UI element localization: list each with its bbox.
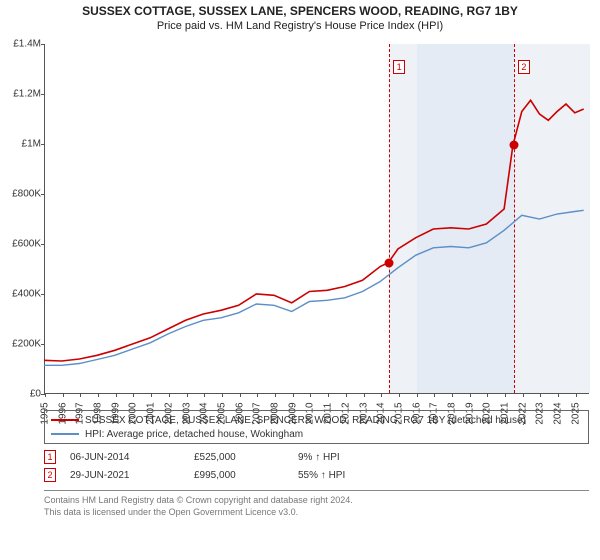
y-axis-tick-label: £400K [1, 289, 41, 300]
event-row: 1 06-JUN-2014 £525,000 9% ↑ HPI [44, 448, 589, 466]
series-hpi [44, 210, 584, 365]
event-delta: 9% ↑ HPI [298, 452, 340, 463]
y-axis-tick-label: £0 [1, 389, 41, 400]
event-price: £995,000 [194, 470, 284, 481]
chart-title: SUSSEX COTTAGE, SUSSEX LANE, SPENCERS WO… [0, 0, 600, 34]
event-date: 06-JUN-2014 [70, 452, 180, 463]
y-axis-tick-label: £600K [1, 239, 41, 250]
y-axis-tick-label: £1.2M [1, 89, 41, 100]
legend: SUSSEX COTTAGE, SUSSEX LANE, SPENCERS WO… [44, 410, 589, 444]
y-axis-tick-label: £1.4M [1, 39, 41, 50]
legend-item: SUSSEX COTTAGE, SUSSEX LANE, SPENCERS WO… [51, 413, 582, 427]
legend-label: HPI: Average price, detached house, Woki… [85, 429, 303, 440]
event-price: £525,000 [194, 452, 284, 463]
legend-label: SUSSEX COTTAGE, SUSSEX LANE, SPENCERS WO… [85, 415, 526, 426]
legend-swatch [51, 419, 79, 421]
event-index-box: 2 [44, 468, 56, 482]
y-axis-tick-label: £800K [1, 189, 41, 200]
event-table: 1 06-JUN-2014 £525,000 9% ↑ HPI 2 29-JUN-2021… [44, 448, 589, 484]
title-line-2: Price paid vs. HM Land Registry's House … [0, 20, 600, 32]
y-axis-tick-label: £1M [1, 139, 41, 150]
legend-item: HPI: Average price, detached house, Woki… [51, 427, 582, 441]
event-delta: 55% ↑ HPI [298, 470, 345, 481]
event-row: 2 29-JUN-2021 £995,000 55% ↑ HPI [44, 466, 589, 484]
footer-line-1: Contains HM Land Registry data © Crown c… [44, 495, 589, 507]
footer-attribution: Contains HM Land Registry data © Crown c… [44, 490, 589, 518]
event-index-box: 1 [44, 450, 56, 464]
line-chart: 12£0£200K£400K£600K£800K£1M£1.2M£1.4M199… [44, 44, 589, 394]
title-line-1: SUSSEX COTTAGE, SUSSEX LANE, SPENCERS WO… [0, 4, 600, 18]
footer-line-2: This data is licensed under the Open Gov… [44, 507, 589, 519]
legend-swatch [51, 433, 79, 435]
y-axis-tick-label: £200K [1, 339, 41, 350]
event-date: 29-JUN-2021 [70, 470, 180, 481]
